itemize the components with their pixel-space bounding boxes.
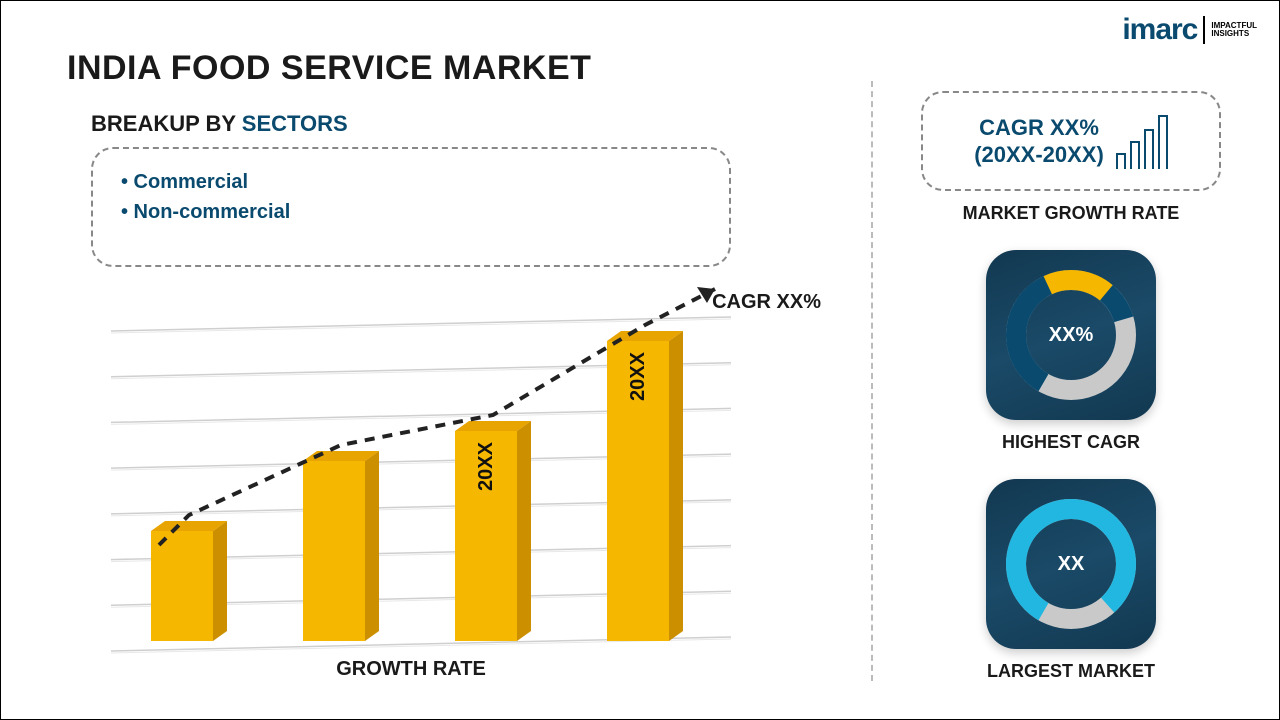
logo-text: imarc xyxy=(1122,13,1197,47)
breakup-item: • Non-commercial xyxy=(121,197,701,227)
growth-rate-label: MARKET GROWTH RATE xyxy=(963,203,1180,224)
cagr-annotation: CAGR XX% xyxy=(712,291,821,314)
vertical-divider xyxy=(871,81,873,681)
right-column: CAGR XX% (20XX-20XX) MARKET GROWTH RATE … xyxy=(911,91,1231,682)
chart-xlabel: GROWTH RATE xyxy=(336,658,486,681)
cagr-box-text: CAGR XX% (20XX-20XX) xyxy=(974,114,1104,169)
breakup-section: BREAKUP BY SECTORS • Commercial• Non-com… xyxy=(91,111,731,267)
brand-logo: imarc IMPACTFUL INSIGHTS xyxy=(1122,13,1257,47)
page-title: INDIA FOOD SERVICE MARKET xyxy=(67,49,591,88)
svg-text:20XX: 20XX xyxy=(627,351,649,401)
mini-bars-icon xyxy=(1116,113,1168,169)
highest-cagr-label: HIGHEST CAGR xyxy=(1002,432,1140,453)
highest-cagr-tile: XX% xyxy=(986,250,1156,420)
largest-market-label: LARGEST MARKET xyxy=(987,661,1155,682)
svg-text:20XX: 20XX xyxy=(475,441,497,491)
bar-chart-svg: 20XX 20XX xyxy=(91,301,831,661)
largest-market-value: XX xyxy=(1058,553,1085,576)
highest-cagr-value: XX% xyxy=(1049,324,1093,347)
breakup-box: • Commercial• Non-commercial xyxy=(91,147,731,267)
cagr-box: CAGR XX% (20XX-20XX) xyxy=(921,91,1221,191)
largest-market-tile: XX xyxy=(986,479,1156,649)
logo-divider xyxy=(1203,16,1205,44)
logo-tagline: IMPACTFUL INSIGHTS xyxy=(1211,22,1257,38)
growth-chart: 20XX20XX CAGR XX% GROWTH RATE xyxy=(91,301,731,681)
breakup-title: BREAKUP BY SECTORS xyxy=(91,111,731,137)
breakup-item: • Commercial xyxy=(121,167,701,197)
